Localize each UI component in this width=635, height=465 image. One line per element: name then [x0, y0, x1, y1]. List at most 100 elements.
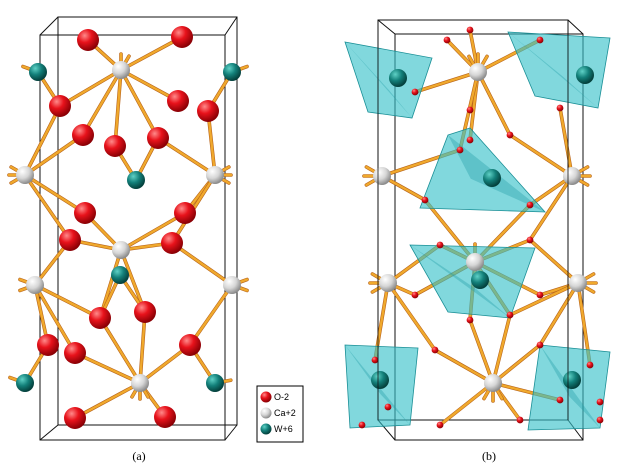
bond-highlight: [491, 313, 512, 385]
cell-edge: [377, 19, 396, 35]
oxygen-atom: [516, 416, 524, 424]
oxygen-atom: [197, 100, 219, 122]
cell-edge: [39, 16, 59, 36]
bond-highlight: [433, 348, 495, 385]
oxygen-atom: [171, 26, 193, 48]
calcium-atom: [16, 166, 34, 184]
panel-b-structure: [344, 19, 611, 441]
bond-highlight: [119, 211, 187, 252]
caption-a: (a): [132, 449, 145, 463]
oxygen-atom: [59, 229, 81, 251]
calcium-atom-icon: [260, 407, 272, 419]
oxygen-atom: [556, 104, 564, 112]
oxygen-atom: [179, 334, 201, 356]
calcium-atom: [112, 241, 130, 259]
oxygen-atom: [167, 90, 189, 112]
oxygen-atom: [371, 356, 379, 364]
bond-highlight: [528, 174, 574, 242]
oxygen-atom: [536, 341, 544, 349]
oxygen-atom: [49, 95, 71, 117]
oxygen-atom: [586, 361, 594, 369]
oxygen-atom: [411, 88, 419, 96]
oxygen-atom: [89, 307, 111, 329]
tetrahedron-face: [345, 42, 412, 118]
oxygen-atom: [37, 334, 59, 356]
bond-highlight: [73, 381, 142, 420]
oxygen-atom: [526, 236, 534, 244]
bond-highlight: [538, 281, 580, 347]
calcium-atom: [569, 274, 587, 292]
bond-highlight: [98, 316, 142, 385]
calcium-atom: [223, 276, 241, 294]
oxygen-atom: [72, 124, 94, 146]
oxygen-atom: [536, 291, 544, 299]
oxygen-atom: [64, 342, 86, 364]
oxygen-atom: [161, 232, 183, 254]
tungsten-atom: [16, 374, 34, 392]
bond-highlight: [188, 283, 234, 347]
oxygen-atom: [443, 36, 451, 44]
tetrahedron-face: [410, 245, 510, 318]
bond-highlight: [23, 173, 72, 242]
oxygen-atom: [104, 135, 126, 157]
tungstate-tetrahedron: [419, 127, 546, 213]
bond-highlight: [508, 281, 580, 317]
oxygen-atom: [154, 406, 176, 428]
oxygen-atom: [466, 26, 474, 34]
legend: O-2 Ca+2 W+6: [256, 385, 304, 443]
oxygen-atom: [596, 398, 604, 406]
cell-edge: [39, 424, 59, 441]
oxygen-atom: [147, 127, 169, 149]
caption-b: (b): [482, 449, 496, 463]
bond-highlight: [23, 133, 85, 177]
cell-edge: [224, 424, 238, 441]
cell-edge: [567, 19, 584, 35]
bond-highlight: [476, 70, 512, 137]
cell-edge: [224, 16, 238, 36]
calcium-atom: [206, 166, 224, 184]
oxygen-atom: [74, 202, 96, 224]
oxygen-atom: [456, 146, 464, 154]
bond-highlight: [468, 318, 495, 385]
bond-highlight: [138, 310, 147, 385]
oxygen-atom: [596, 416, 604, 424]
oxygen-atom: [64, 407, 86, 429]
bond-highlight: [23, 173, 87, 215]
calcium-atom: [379, 274, 397, 292]
tungsten-atom-icon: [260, 423, 272, 435]
calcium-atom: [484, 374, 502, 392]
calcium-atom: [112, 61, 130, 79]
tungsten-atom: [576, 66, 594, 84]
tungsten-atom: [206, 374, 224, 392]
tungsten-atom: [471, 271, 489, 289]
bond-highlight: [558, 106, 574, 178]
panel-a-structure: [7, 16, 249, 441]
unit-cell-b-front: [377, 19, 569, 421]
tungstate-tetrahedron: [344, 41, 433, 119]
tungsten-atom: [563, 371, 581, 389]
oxygen-atom: [411, 291, 419, 299]
bond-highlight: [119, 35, 184, 72]
calcium-atom: [563, 167, 581, 185]
tungsten-atom: [483, 169, 501, 187]
oxygen-atom: [466, 316, 474, 324]
legend-label-ca: Ca+2: [274, 408, 296, 418]
calcium-atom: [469, 63, 487, 81]
oxygen-atom: [436, 421, 444, 429]
legend-label-w: W+6: [274, 424, 293, 434]
bond-highlight: [491, 343, 542, 385]
tungsten-atom: [389, 69, 407, 87]
oxygen-atom: [556, 396, 564, 404]
legend-label-o: O-2: [274, 392, 289, 402]
bond-highlight: [23, 104, 62, 177]
oxygen-atom: [77, 29, 99, 51]
bond-highlight: [528, 238, 580, 285]
bond-highlight: [119, 68, 160, 140]
oxygen-atom: [506, 131, 514, 139]
calcium-atom: [26, 276, 44, 294]
bond-highlight: [113, 68, 123, 148]
oxygen-atom: [358, 421, 366, 429]
oxygen-atom: [431, 346, 439, 354]
oxygen-atom: [536, 36, 544, 44]
